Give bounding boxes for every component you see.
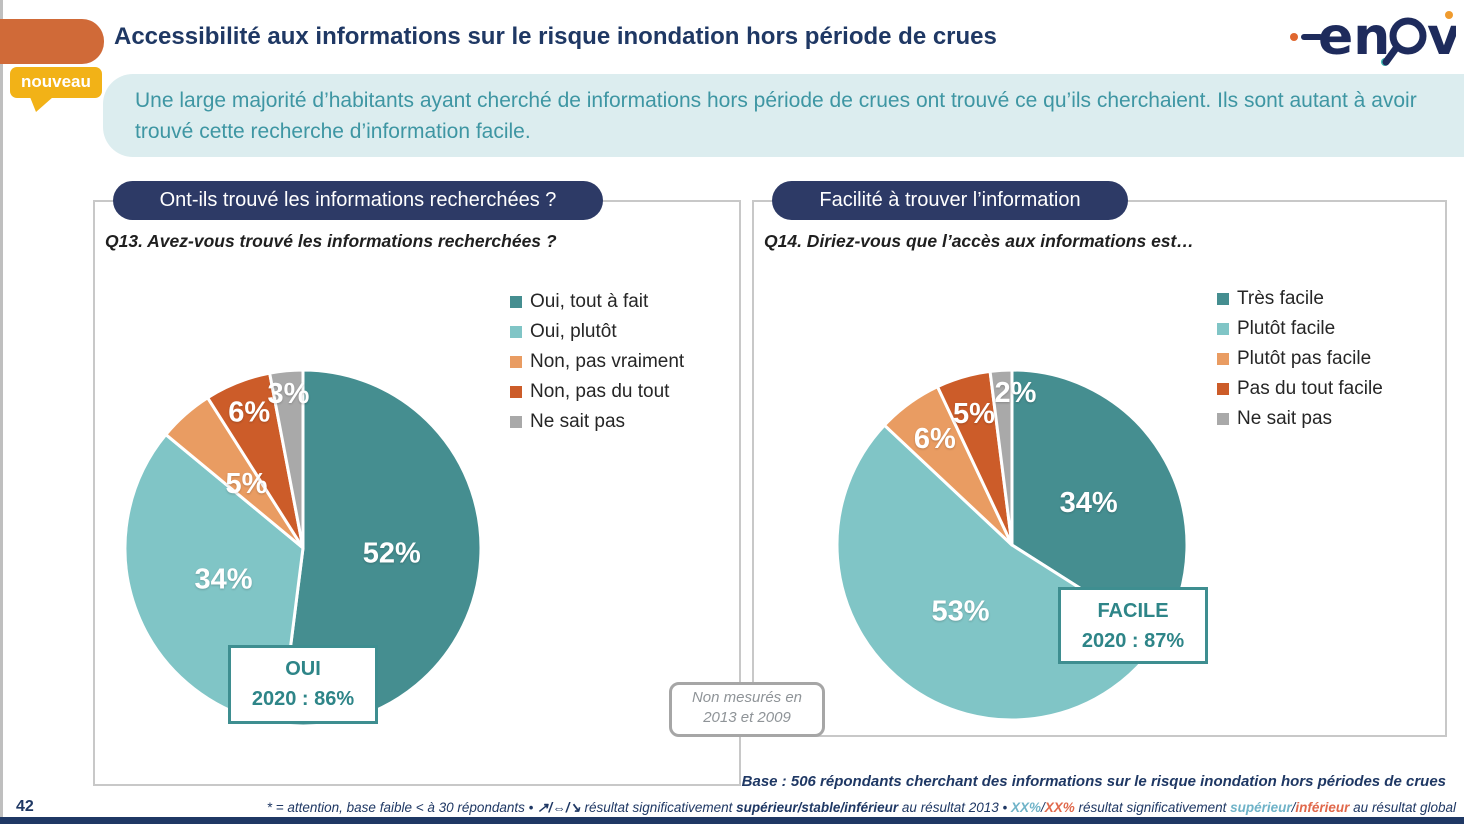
pie-value-label: 2% bbox=[994, 377, 1036, 409]
new-badge-tail bbox=[30, 97, 53, 112]
pie-slice bbox=[268, 368, 305, 550]
left-callout-label: OUI bbox=[285, 658, 321, 680]
legend-label: Plutôt facile bbox=[1237, 318, 1336, 339]
legend-label: Oui, plutôt bbox=[530, 321, 617, 342]
footnote-part: supérieur/stable/inférieur bbox=[736, 800, 899, 815]
left-panel-question: Q13. Avez-vous trouvé les informations r… bbox=[105, 231, 557, 251]
footnote-part: supérieur bbox=[1230, 800, 1292, 815]
footnote-part: ↗/⇔/↘ bbox=[537, 800, 581, 815]
logo-orange-dot-left bbox=[1290, 33, 1298, 41]
right-pie-chart: 34% 53% 6%5%2% bbox=[835, 368, 1189, 722]
logo-letters-en: en bbox=[1318, 7, 1390, 67]
legend-label: Non, pas du tout bbox=[530, 381, 670, 402]
legend-swatch-icon bbox=[1217, 353, 1229, 365]
footnote-part: au résultat 2013 • bbox=[898, 800, 1011, 815]
legend-item: Non, pas du tout bbox=[510, 381, 684, 403]
legend-swatch-icon bbox=[510, 326, 522, 338]
footnote-part: résultat significativement bbox=[580, 800, 737, 815]
pie-slice bbox=[988, 368, 1014, 547]
enov-logo: en v bbox=[1290, 7, 1456, 67]
summary-banner-text: Une large majorité d’habitants ayant che… bbox=[135, 89, 1417, 143]
pie-value-label: 53% bbox=[931, 595, 989, 627]
pie-value-label: 52% bbox=[363, 538, 421, 570]
left-pie-legend: Oui, tout à fait Oui, plutôt Non, pas vrai… bbox=[510, 291, 684, 433]
left-pie-callout: OUI 2020 : 86% bbox=[228, 645, 378, 724]
footnote: * = attention, base faible < à 30 répond… bbox=[206, 800, 1456, 816]
legend-label: Plutôt pas facile bbox=[1237, 348, 1372, 369]
pie-value-label: 34% bbox=[1060, 487, 1118, 519]
legend-item: Oui, tout à fait bbox=[510, 291, 684, 313]
legend-label: Pas du tout facile bbox=[1237, 378, 1383, 399]
logo-magnifier-icon bbox=[1389, 17, 1427, 55]
legend-swatch-icon bbox=[1217, 323, 1229, 335]
page-title: Accessibilité aux informations sur le ri… bbox=[114, 23, 997, 50]
section-tab-shape bbox=[0, 19, 104, 64]
legend-swatch-icon bbox=[510, 416, 522, 428]
bottom-bar bbox=[0, 817, 1464, 824]
footnote-part: / bbox=[1041, 800, 1045, 815]
left-panel-header: Ont-ils trouvé les informations recherch… bbox=[113, 181, 603, 220]
legend-item: Plutôt pas facile bbox=[1217, 348, 1383, 370]
legend-item: Ne sait pas bbox=[510, 411, 684, 433]
right-panel-question: Q14. Diriez-vous que l’accès aux informa… bbox=[764, 231, 1194, 251]
legend-label: Oui, tout à fait bbox=[530, 291, 649, 312]
legend-label: Non, pas vraiment bbox=[530, 351, 685, 372]
legend-item: Plutôt facile bbox=[1217, 318, 1383, 340]
footnote-part: XX% bbox=[1044, 800, 1075, 815]
logo-magnifier-handle bbox=[1382, 43, 1401, 66]
pie-value-label: 3% bbox=[267, 378, 309, 410]
legend-item: Très facile bbox=[1217, 288, 1383, 310]
legend-label: Ne sait pas bbox=[1237, 408, 1333, 429]
legend-swatch-icon bbox=[510, 356, 522, 368]
left-callout-value: 2020 : 86% bbox=[251, 688, 355, 710]
footnote-part: au résultat global bbox=[1349, 800, 1456, 815]
legend-item: Oui, plutôt bbox=[510, 321, 684, 343]
legend-item: Non, pas vraiment bbox=[510, 351, 684, 373]
pie-value-label: 34% bbox=[195, 563, 253, 595]
not-measured-note: Non mesurés en 2013 et 2009 bbox=[669, 682, 825, 737]
right-pie-legend: Très facile Plutôt facile Plutôt pas facil… bbox=[1217, 288, 1383, 430]
right-callout-label: FACILE bbox=[1097, 600, 1169, 622]
legend-item: Pas du tout facile bbox=[1217, 378, 1383, 400]
footnote-part: résultat significativement bbox=[1074, 800, 1231, 815]
legend-label: Très facile bbox=[1237, 288, 1324, 309]
pie-value-label: 6% bbox=[914, 423, 956, 455]
pie-value-label: 6% bbox=[228, 396, 270, 428]
note-line1: Non mesurés en bbox=[691, 689, 803, 706]
pie-value-label: 5% bbox=[226, 468, 268, 500]
logo-dash bbox=[1301, 34, 1323, 40]
legend-item: Ne sait pas bbox=[1217, 408, 1383, 430]
left-edge-line bbox=[0, 0, 3, 824]
pie-value-label: 5% bbox=[953, 398, 995, 430]
right-panel-header: Facilité à trouver l’information bbox=[772, 181, 1128, 220]
legend-swatch-icon bbox=[510, 296, 522, 308]
legend-label: Ne sait pas bbox=[530, 411, 626, 432]
footnote-part: / bbox=[1291, 800, 1296, 815]
page-number: 42 bbox=[16, 798, 34, 815]
legend-swatch-icon bbox=[1217, 413, 1229, 425]
footnote-part: * = attention, base faible < à 30 répond… bbox=[266, 800, 538, 815]
footnote-part: XX% bbox=[1010, 800, 1041, 815]
left-pie-chart: 52% 34% 5% 6%3% bbox=[123, 368, 483, 728]
note-line2: 2013 et 2009 bbox=[703, 709, 791, 726]
footnote-part: inférieur bbox=[1295, 800, 1350, 815]
right-pie-callout: FACILE 2020 : 87% bbox=[1058, 587, 1208, 664]
new-badge: nouveau bbox=[10, 67, 102, 98]
base-text: Base : 506 répondants cherchant des info… bbox=[741, 773, 1446, 790]
legend-swatch-icon bbox=[510, 386, 522, 398]
summary-banner bbox=[103, 74, 1464, 157]
right-callout-value: 2020 : 87% bbox=[1081, 630, 1185, 652]
legend-swatch-icon bbox=[1217, 293, 1229, 305]
logo-orange-dot-right bbox=[1445, 11, 1453, 19]
legend-swatch-icon bbox=[1217, 383, 1229, 395]
